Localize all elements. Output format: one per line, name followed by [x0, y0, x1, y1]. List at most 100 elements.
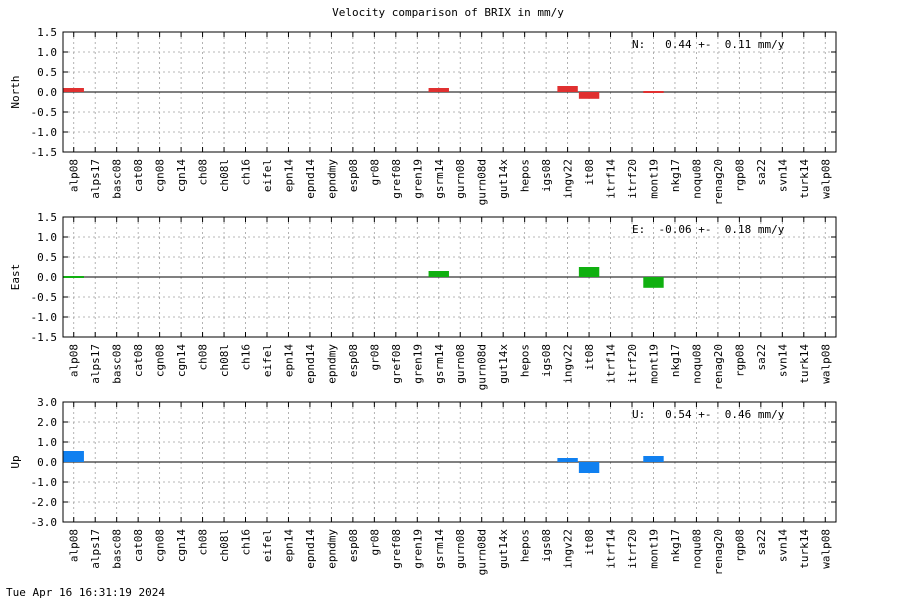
y-tick-label: -1.0	[31, 476, 58, 489]
y-tick-label: 1.0	[37, 436, 57, 449]
y-axis-label: East	[9, 264, 22, 291]
bar-mont19	[643, 456, 664, 462]
x-tick-label: mont19	[647, 344, 660, 384]
x-tick-label: cgn08	[154, 529, 167, 562]
x-tick-label: noqu08	[690, 344, 703, 384]
chart-panel-up: 3.0 2.0 1.0 0.0 -1.0 -2.0 -3.0 alp08 alps17 basc0…	[9, 396, 837, 575]
x-tick-label: itrf20	[626, 159, 639, 199]
x-tick-label: walp08	[819, 529, 832, 569]
x-tick-label: epndmy	[325, 159, 338, 199]
x-tick-label: gurn08d	[476, 529, 489, 575]
y-tick-label: 0.0	[37, 86, 57, 99]
x-tick-label: cgn08	[154, 159, 167, 192]
x-tick-label: ch16	[240, 344, 253, 371]
x-tick-label: svn14	[776, 344, 789, 377]
x-tick-label: hepos	[519, 344, 532, 377]
x-tick-label: esp08	[347, 529, 360, 562]
x-tick-label: igs08	[540, 344, 553, 377]
x-tick-label: renag20	[712, 344, 725, 390]
x-tick-label: it08	[583, 529, 596, 556]
y-tick-label: -0.5	[31, 291, 58, 304]
x-tick-label: epn14	[282, 344, 295, 377]
bar-mont19	[643, 277, 664, 288]
x-tick-label: hepos	[519, 159, 532, 192]
x-tick-label: itrf14	[605, 529, 618, 569]
x-tick-label: sa22	[755, 344, 768, 371]
x-tick-label: alps17	[89, 159, 102, 199]
x-tick-label: gren19	[411, 529, 424, 569]
y-tick-label: 0.5	[37, 66, 57, 79]
x-tick-label: it08	[583, 159, 596, 186]
x-tick-label: cat08	[132, 344, 145, 377]
x-tick-label: cgn14	[175, 159, 188, 192]
x-tick-label: gr08	[368, 529, 381, 556]
x-tick-label: epndmy	[325, 344, 338, 384]
x-tick-label: svn14	[776, 529, 789, 562]
x-tick-label: rgp08	[733, 529, 746, 562]
plot-frame	[62, 31, 837, 153]
x-tick-label: basc08	[111, 529, 124, 569]
x-tick-label: sa22	[755, 159, 768, 186]
x-tick-label: rgp08	[733, 159, 746, 192]
bar-ingv22	[557, 458, 578, 462]
y-tick-label: 1.0	[37, 231, 57, 244]
bar-it08	[578, 462, 600, 473]
x-tick-label: ch16	[240, 529, 253, 556]
x-tick-label: ch08	[197, 529, 210, 556]
x-tick-label: alps17	[89, 529, 102, 569]
y-tick-label: 2.0	[37, 416, 57, 429]
x-tick-label: ingv22	[562, 159, 575, 199]
x-tick-label: itrf14	[605, 344, 618, 384]
x-tick-label: hepos	[519, 529, 532, 562]
x-tick-label: nkg17	[669, 344, 682, 377]
y-tick-label: 0.5	[37, 251, 57, 264]
y-tick-label: 1.5	[37, 26, 57, 39]
y-tick-label: 0.0	[37, 456, 57, 469]
y-axis-label: Up	[9, 455, 22, 468]
x-tick-label: gr08	[368, 344, 381, 371]
y-tick-label: -1.0	[31, 126, 58, 139]
x-tick-label: eifel	[261, 529, 274, 562]
x-tick-label: itrf14	[605, 159, 618, 199]
x-tick-label: itrf20	[626, 529, 639, 569]
chart-panel-north: 1.5 1.0 0.5 0.0 -0.5 -1.0 -1.5 alp08 alps17 basc0…	[9, 26, 837, 205]
velocity-annotation: E: -0.06 +- 0.18 mm/y	[632, 223, 785, 236]
y-tick-label: 1.5	[37, 211, 57, 224]
x-tick-label: gref08	[390, 529, 403, 569]
x-tick-label: cgn14	[175, 529, 188, 562]
y-tick-label: 0.0	[37, 271, 57, 284]
velocity-annotation: N: 0.44 +- 0.11 mm/y	[632, 38, 785, 51]
bar-gsrm14	[428, 271, 449, 277]
x-tick-label: cat08	[132, 159, 145, 192]
x-tick-label: svn14	[776, 159, 789, 192]
x-tick-label: gut14x	[497, 529, 510, 569]
y-tick-label: -3.0	[31, 516, 58, 529]
x-tick-label: itrf20	[626, 344, 639, 384]
x-tick-label: gut14x	[497, 159, 510, 199]
x-tick-label: gurn08d	[476, 344, 489, 390]
x-tick-label: gref08	[390, 159, 403, 199]
x-tick-label: ch08l	[218, 529, 231, 562]
x-tick-label: mont19	[647, 159, 660, 199]
figure-title: Velocity comparison of BRIX in mm/y	[332, 6, 564, 19]
x-tick-label: ch08l	[218, 159, 231, 192]
x-tick-label: epnd14	[304, 529, 317, 569]
x-tick-label: epnd14	[304, 344, 317, 384]
x-tick-label: epndmy	[325, 529, 338, 569]
chart-panel-east: 1.5 1.0 0.5 0.0 -0.5 -1.0 -1.5 alp08 alps17 basc0…	[9, 211, 837, 390]
y-axis-label: North	[9, 75, 22, 108]
x-tick-label: epnd14	[304, 159, 317, 199]
x-tick-label: renag20	[712, 159, 725, 205]
x-tick-label: renag20	[712, 529, 725, 575]
x-tick-label: basc08	[111, 159, 124, 199]
bar-it08	[578, 92, 600, 99]
bar-alp08	[63, 276, 84, 278]
x-tick-label: noqu08	[690, 159, 703, 199]
y-tick-label: -2.0	[31, 496, 58, 509]
x-tick-label: turk14	[798, 529, 811, 569]
x-tick-label: eifel	[261, 159, 274, 192]
x-tick-label: gurn08	[454, 159, 467, 199]
x-tick-label: epn14	[282, 529, 295, 562]
x-tick-label: igs08	[540, 529, 553, 562]
